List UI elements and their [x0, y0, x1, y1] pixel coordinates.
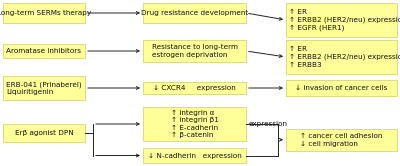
- FancyBboxPatch shape: [143, 40, 246, 62]
- FancyBboxPatch shape: [286, 80, 397, 96]
- FancyBboxPatch shape: [3, 76, 85, 100]
- FancyBboxPatch shape: [286, 129, 397, 151]
- Text: Aromatase inhibitors: Aromatase inhibitors: [6, 48, 82, 54]
- Text: ↓ CXCR4     expression: ↓ CXCR4 expression: [153, 85, 236, 91]
- FancyBboxPatch shape: [3, 124, 85, 142]
- FancyBboxPatch shape: [143, 148, 246, 163]
- FancyBboxPatch shape: [286, 3, 397, 37]
- Text: expression: expression: [249, 121, 288, 127]
- Text: Long-term SERMs therapy: Long-term SERMs therapy: [0, 10, 91, 16]
- FancyBboxPatch shape: [143, 107, 246, 141]
- FancyBboxPatch shape: [143, 3, 246, 23]
- Text: ↓ invasion of cancer cells: ↓ invasion of cancer cells: [295, 85, 388, 91]
- Text: ↑ integrin α
↑ integrin β1
↑ E-cadherin
↑ β-catenin: ↑ integrin α ↑ integrin β1 ↑ E-cadherin …: [170, 110, 218, 138]
- Text: Resistance to long-term
estrogen deprivation: Resistance to long-term estrogen depriva…: [152, 44, 238, 58]
- Text: ↓ N-cadherin   expression: ↓ N-cadherin expression: [148, 152, 241, 159]
- FancyBboxPatch shape: [3, 3, 85, 23]
- FancyBboxPatch shape: [3, 44, 85, 58]
- Text: Drug resistance development: Drug resistance development: [141, 10, 248, 16]
- FancyBboxPatch shape: [143, 82, 246, 94]
- Text: ERB-041 (Prinaberel)
Liquiritigenin: ERB-041 (Prinaberel) Liquiritigenin: [6, 81, 82, 95]
- Text: ↑ cancer cell adhesion
↓ cell migration: ↑ cancer cell adhesion ↓ cell migration: [300, 133, 383, 147]
- FancyBboxPatch shape: [286, 40, 397, 74]
- Text: Erβ agonist DPN: Erβ agonist DPN: [15, 130, 73, 136]
- Text: ↑ ER
↑ ERBB2 (HER2/neu) expression
↑ EGFR (HER1): ↑ ER ↑ ERBB2 (HER2/neu) expression ↑ EGF…: [289, 9, 400, 31]
- Text: ↑ ER
↑ ERBB2 (HER2/neu) expression
↑ ERBB3: ↑ ER ↑ ERBB2 (HER2/neu) expression ↑ ERB…: [289, 46, 400, 68]
